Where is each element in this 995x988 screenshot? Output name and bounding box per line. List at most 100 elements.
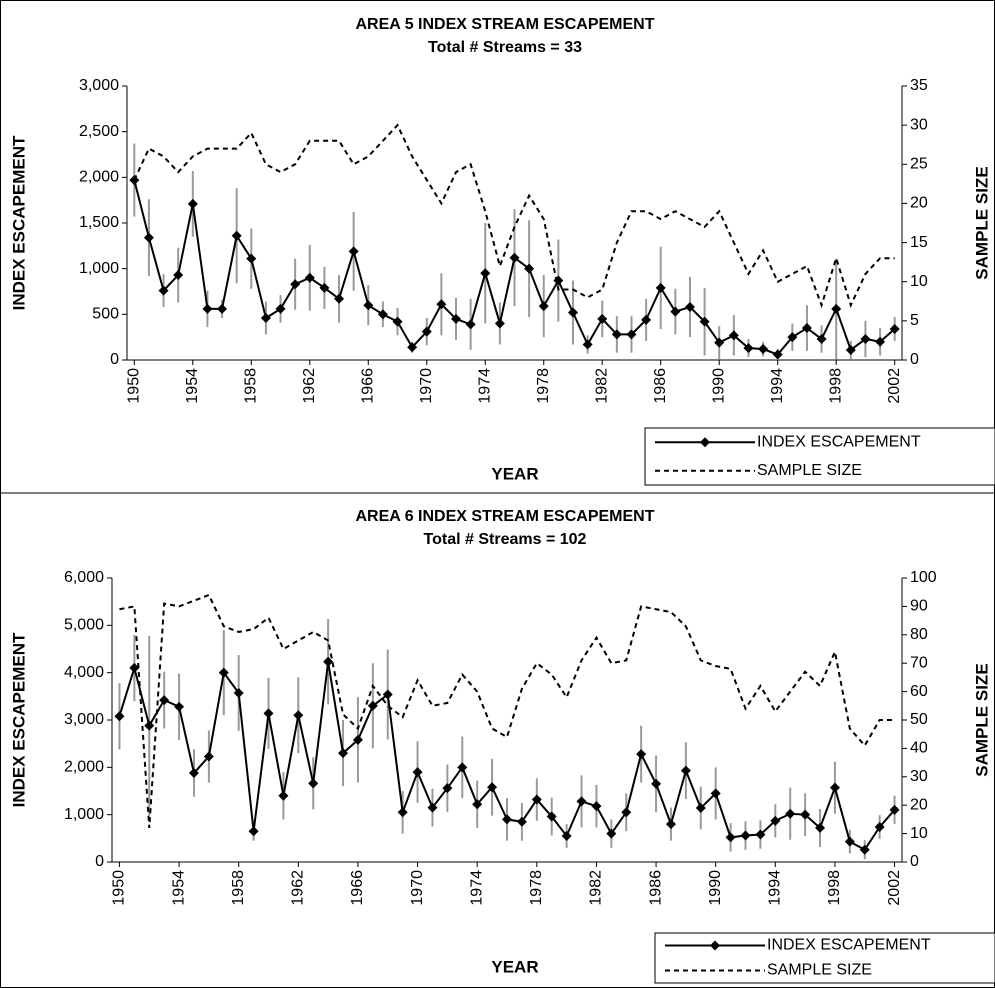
y2-tick-label: 100 — [910, 569, 937, 586]
chart-title: AREA 5 INDEX STREAM ESCAPEMENT — [356, 16, 655, 33]
marker — [740, 830, 751, 841]
marker — [392, 316, 403, 327]
legend-box — [654, 932, 995, 984]
y2-tick-label: 40 — [910, 740, 928, 757]
y2-tick-label: 20 — [910, 195, 928, 212]
x-tick-label: 1998 — [826, 870, 843, 906]
marker — [665, 819, 676, 830]
marker — [606, 828, 617, 839]
marker — [465, 319, 476, 330]
marker — [561, 830, 572, 841]
marker — [203, 751, 214, 762]
x-tick-label: 1994 — [767, 870, 784, 906]
marker — [263, 708, 274, 719]
x-tick-label: 1978 — [528, 870, 545, 906]
marker — [524, 263, 535, 274]
y-axis-label: INDEX ESCAPEMENT — [9, 135, 28, 310]
marker — [772, 349, 783, 360]
y-tick-label: 0 — [110, 351, 119, 368]
marker — [442, 783, 453, 794]
x-tick-label: 1970 — [409, 870, 426, 906]
y-tick-label: 4,000 — [64, 664, 104, 681]
marker — [743, 343, 754, 354]
marker — [670, 306, 681, 317]
marker — [860, 333, 871, 344]
marker — [785, 808, 796, 819]
marker — [755, 829, 766, 840]
marker — [436, 299, 447, 310]
marker — [502, 814, 512, 825]
marker — [114, 711, 125, 722]
x-tick-label: 1950 — [126, 368, 143, 404]
marker — [412, 767, 423, 778]
marker — [695, 803, 706, 814]
x-tick-label: 1958 — [230, 870, 247, 906]
marker — [845, 344, 856, 355]
marker — [725, 832, 736, 843]
marker — [319, 282, 330, 293]
x-tick-label: 1970 — [418, 368, 435, 404]
marker — [641, 314, 652, 325]
y2-tick-label: 10 — [910, 273, 928, 290]
y-tick-label: 1,500 — [79, 214, 119, 231]
y2-tick-label: 50 — [910, 711, 928, 728]
marker — [382, 689, 393, 700]
marker — [159, 695, 170, 706]
x-tick-label: 1990 — [710, 368, 727, 404]
marker — [829, 782, 840, 793]
x-tick-label: 2002 — [886, 870, 903, 906]
marker — [290, 279, 301, 290]
marker — [787, 332, 798, 343]
marker — [680, 765, 691, 776]
x-tick-label: 1986 — [652, 368, 669, 404]
x-tick-label: 1950 — [111, 870, 128, 906]
marker — [531, 794, 542, 805]
y2-tick-label: 30 — [910, 768, 928, 785]
y2-tick-label: 35 — [910, 77, 928, 94]
marker — [367, 700, 378, 711]
marker — [546, 811, 557, 822]
marker — [487, 782, 498, 793]
marker — [728, 330, 739, 341]
marker — [129, 662, 140, 673]
marker — [457, 762, 468, 773]
marker — [397, 807, 408, 818]
marker — [363, 300, 374, 311]
y-tick-label: 0 — [95, 853, 104, 870]
y2-tick-label: 5 — [910, 312, 919, 329]
marker — [323, 656, 334, 667]
marker — [187, 198, 198, 209]
x-tick-label: 1982 — [593, 368, 610, 404]
chart-title: AREA 6 INDEX STREAM ESCAPEMENT — [356, 508, 655, 525]
marker — [684, 302, 695, 313]
y-tick-label: 2,500 — [79, 123, 119, 140]
x-axis-label: YEAR — [491, 957, 538, 976]
y-tick-label: 1,000 — [79, 260, 119, 277]
marker — [626, 329, 637, 340]
x-tick-label: 1994 — [769, 368, 786, 404]
x-tick-label: 1966 — [359, 368, 376, 404]
y2-tick-label: 25 — [910, 156, 928, 173]
y2-tick-label: 80 — [910, 626, 928, 643]
marker — [472, 799, 483, 810]
y2-tick-label: 30 — [910, 116, 928, 133]
marker — [889, 804, 900, 815]
marker — [597, 313, 608, 324]
marker — [304, 272, 315, 283]
y-tick-label: 1,000 — [64, 806, 104, 823]
dashed-line — [119, 593, 895, 828]
marker — [582, 339, 593, 350]
y2-axis-label: SAMPLE SIZE — [972, 663, 991, 776]
x-tick-label: 1978 — [535, 368, 552, 404]
legend-label: SAMPLE SIZE — [767, 962, 872, 979]
marker — [421, 326, 432, 337]
y2-tick-label: 15 — [910, 234, 928, 251]
marker — [352, 734, 363, 745]
marker — [231, 230, 242, 241]
marker — [275, 303, 286, 314]
marker — [218, 667, 229, 678]
marker — [334, 293, 345, 304]
marker — [407, 342, 418, 353]
marker — [538, 301, 549, 312]
